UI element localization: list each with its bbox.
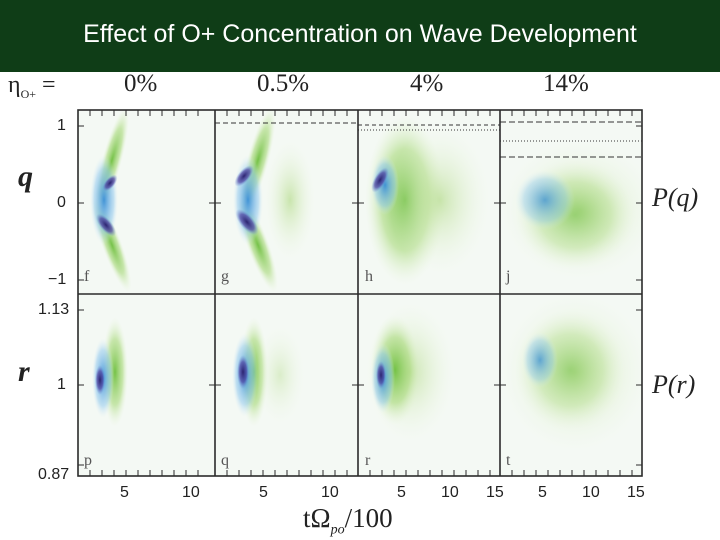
panel-p-image: [92, 317, 128, 427]
eta-subscript: O+: [20, 86, 36, 101]
panel-frames: [77, 109, 643, 477]
panel-t-image: [500, 295, 642, 452]
xtick-5: 10: [441, 484, 459, 501]
xtick-0: 5: [120, 484, 129, 501]
xtick-3: 10: [321, 484, 339, 501]
ytick-top-1: 1: [57, 117, 66, 134]
panel-h-image: [358, 115, 500, 285]
ytick-bottom-min: 0.87: [38, 466, 70, 483]
panel-label-q: q: [221, 452, 229, 469]
ytick-top-0: 0: [57, 194, 66, 211]
label-pr: P(r): [652, 370, 696, 399]
panel-q-image: [232, 317, 305, 427]
panel-f-image: [90, 110, 132, 293]
xaxis-subscript: po: [330, 522, 345, 538]
panel-g-image: [215, 110, 358, 293]
ytick-top-neg1: −1: [48, 271, 67, 288]
slide-title: Effect of O+ Concentration on Wave Devel…: [83, 20, 637, 48]
ytick-bottom-max: 1.13: [38, 301, 70, 318]
panel-label-j: j: [506, 268, 511, 285]
xtick-7: 5: [538, 484, 547, 501]
panel-label-g: g: [221, 268, 229, 285]
eta-label: ηO+ =: [8, 72, 56, 102]
xaxis-main: tΩ: [303, 503, 331, 533]
column-label-1: 0.5%: [257, 70, 310, 97]
panel-j-image: [500, 121, 642, 280]
xaxis-label: tΩpo/100: [303, 503, 393, 538]
xtick-9: 15: [627, 484, 645, 501]
xtick-4: 5: [397, 484, 406, 501]
panel-r-image: [365, 302, 455, 442]
ylabel-r: r: [18, 355, 30, 388]
panel-label-r: r: [365, 452, 371, 469]
xtick-2: 5: [259, 484, 268, 501]
eta-equals: =: [42, 72, 56, 98]
title-bar: Effect of O+ Concentration on Wave Devel…: [0, 0, 720, 72]
xtick-6: 15: [486, 484, 504, 501]
ylabel-q: q: [18, 160, 33, 193]
eta-symbol: η: [8, 72, 21, 98]
column-label-0: 0%: [124, 70, 158, 97]
label-pq: P(q): [652, 183, 699, 212]
column-label-3: 14%: [543, 70, 589, 97]
panel-label-t: t: [506, 452, 511, 469]
panel-label-h: h: [365, 268, 373, 285]
xtick-1: 10: [182, 484, 200, 501]
tick-marks: [78, 110, 642, 476]
column-label-2: 4%: [410, 70, 444, 97]
ytick-bottom-mid: 1: [57, 376, 66, 393]
panel-label-f: f: [84, 268, 90, 285]
xtick-8: 10: [582, 484, 600, 501]
xaxis-suffix: /100: [344, 503, 393, 533]
panel-label-p: p: [84, 452, 92, 469]
